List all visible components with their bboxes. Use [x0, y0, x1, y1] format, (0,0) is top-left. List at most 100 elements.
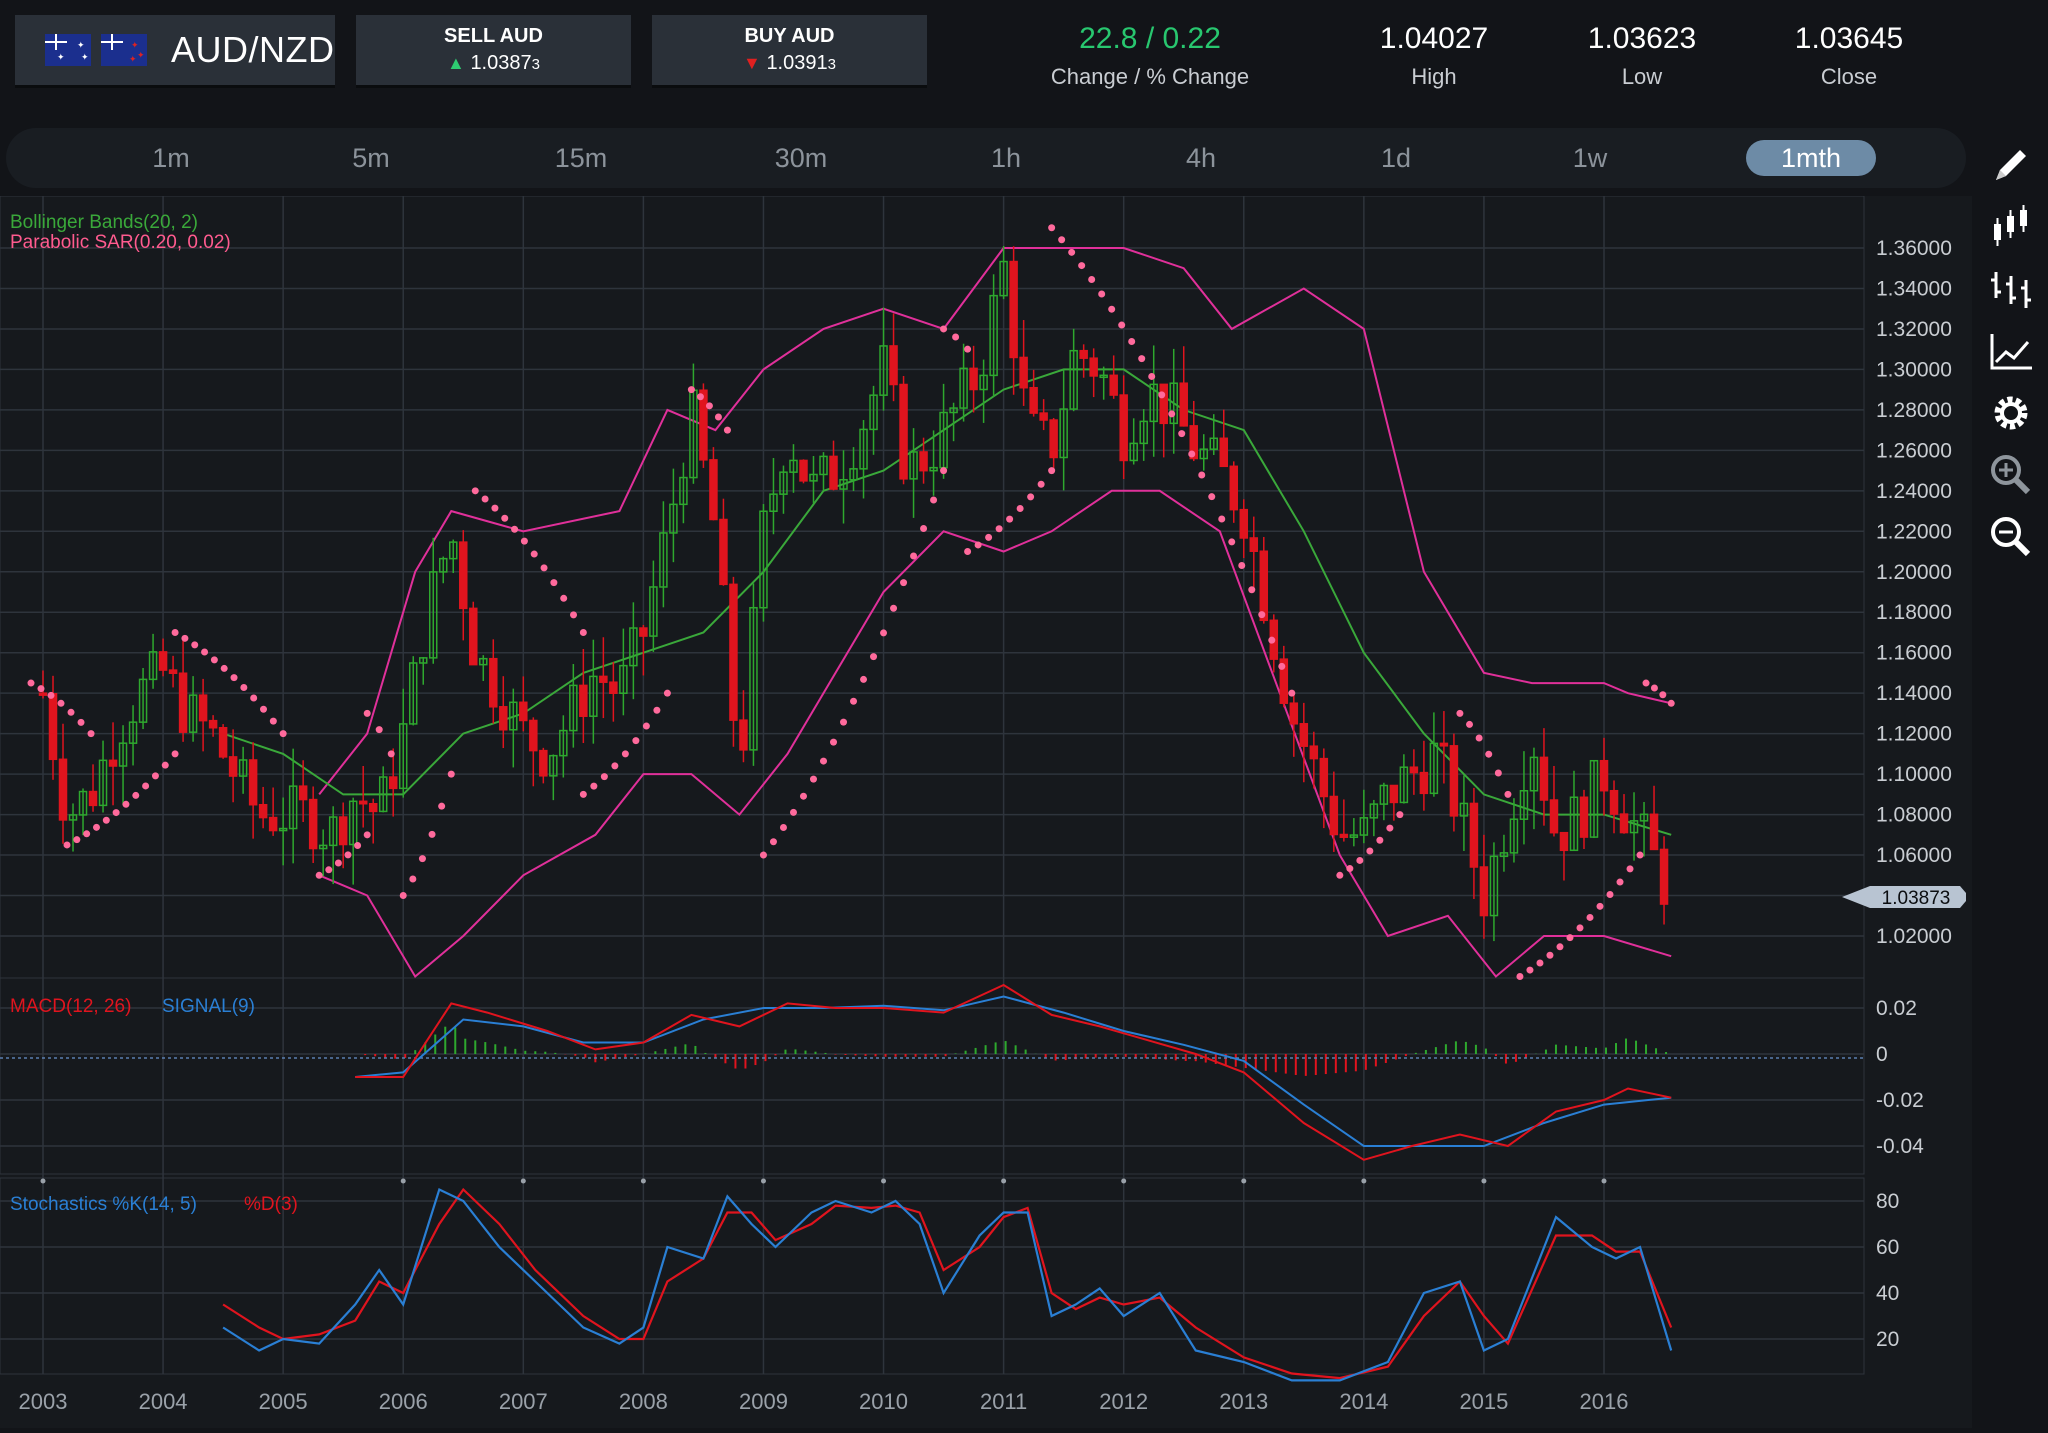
timeframe-4h[interactable]: 4h	[1185, 143, 1217, 173]
sar-dot	[363, 831, 371, 839]
pair-selector[interactable]: ✦ ✦ ✦ ✦ ✦ ✦ AUD/NZD	[15, 15, 335, 88]
candle-body	[1579, 796, 1589, 838]
price-chart-svg[interactable]: 2003 2004 2005 2006 2007 2008 2009 2010 2011 2012…	[0, 195, 1972, 1428]
timeframe-1w[interactable]: 1w	[1572, 143, 1608, 173]
pencil-icon[interactable]	[1986, 140, 2036, 190]
candle-body	[208, 719, 218, 729]
signal-label: SIGNAL(9)	[162, 996, 255, 1017]
candle-body	[1279, 658, 1289, 704]
candle-body	[218, 726, 228, 758]
sar-dot	[1058, 236, 1066, 244]
sar-dot	[1188, 450, 1196, 458]
sell-label: SELL AUD	[444, 25, 543, 47]
timeframe-1d[interactable]: 1d	[1380, 143, 1412, 173]
candle-body	[1069, 349, 1078, 410]
candle-body	[499, 706, 508, 731]
sar-dot	[1494, 769, 1502, 777]
candle-body	[1289, 702, 1299, 725]
timeframe-1h[interactable]: 1h	[990, 143, 1022, 173]
sar-dot	[201, 648, 209, 656]
candle-body	[569, 684, 578, 732]
new-zealand-flag-icon: ✦ ✦ ✦	[101, 34, 147, 66]
sar-dot	[1626, 865, 1634, 873]
zoom-out-icon[interactable]	[1986, 512, 2036, 562]
macd-label: MACD(12, 26)	[10, 996, 131, 1017]
chart-area[interactable]: 2003 2004 2005 2006 2007 2008 2009 2010 2011 2012…	[0, 195, 1972, 1428]
stochastics-k-line	[222, 1187, 1673, 1382]
candle-body	[1249, 537, 1259, 552]
change-label: Change / % Change	[1050, 64, 1250, 89]
x-tick-label: 2012	[1099, 1389, 1148, 1414]
candle-body	[38, 692, 48, 696]
sar-dot	[1048, 467, 1056, 475]
sar-dot	[696, 393, 704, 401]
sar-dot	[850, 697, 858, 705]
candle-body	[719, 518, 728, 586]
candle-body	[979, 374, 988, 391]
sar-dot	[1068, 248, 1076, 256]
timeframe-5m[interactable]: 5m	[352, 143, 390, 173]
candle-body	[559, 729, 568, 757]
panel-divider-dot	[1001, 1178, 1007, 1184]
line-chart-icon[interactable]	[1986, 326, 2036, 376]
candle-body	[168, 669, 178, 674]
candle-body	[68, 814, 78, 821]
sar-dot	[1386, 824, 1394, 832]
sar-dot	[1586, 913, 1594, 921]
bar-chart-icon[interactable]	[1986, 264, 2036, 314]
macd-panel	[0, 977, 1865, 1175]
sar-dot	[1636, 851, 1644, 859]
candle-body	[1409, 766, 1419, 774]
sell-button[interactable]: SELL AUD ▲ 1.03873	[356, 15, 631, 88]
close-stat: 1.03645 Close	[1779, 22, 1919, 90]
candle-body	[629, 627, 638, 667]
panel-divider-dot	[1121, 1178, 1127, 1184]
sar-dot	[83, 830, 91, 838]
price-panel	[0, 195, 1865, 979]
sar-dot	[37, 685, 45, 693]
stochastics-y-tick-label: 80	[1876, 1190, 1899, 1213]
timeframe-1mth[interactable]: 1mth	[1746, 140, 1876, 176]
candle-body	[1199, 448, 1208, 460]
candle-body	[479, 657, 488, 666]
sar-dot	[399, 892, 407, 900]
timeframe-15m[interactable]: 15m	[554, 143, 608, 173]
buy-button[interactable]: BUY AUD ▼ 1.03913	[652, 15, 927, 88]
candle-body	[238, 759, 248, 777]
gear-icon[interactable]	[1986, 388, 2036, 438]
candle-body	[899, 383, 908, 480]
candle-body	[969, 367, 978, 391]
sar-dot	[1128, 338, 1136, 346]
candle-body	[378, 776, 388, 813]
timeframe-30m[interactable]: 30m	[774, 143, 828, 173]
sar-dot	[1526, 966, 1534, 974]
timeframe-1m[interactable]: 1m	[152, 143, 190, 173]
candle-body	[1159, 383, 1168, 425]
sar-dot	[723, 426, 731, 434]
sar-dot	[428, 830, 436, 838]
sar-dot	[1566, 934, 1574, 942]
candle-body	[619, 664, 628, 694]
sar-dot	[1485, 750, 1493, 758]
sar-dot	[940, 325, 948, 333]
sar-dot	[985, 533, 993, 541]
sar-dot	[1356, 856, 1364, 864]
sar-dot	[325, 866, 333, 874]
sar-dot	[73, 836, 81, 844]
sar-dot	[1456, 709, 1464, 717]
zoom-in-icon[interactable]	[1986, 450, 2036, 500]
sar-dot	[910, 552, 918, 560]
sar-dot	[840, 718, 848, 726]
sar-dot	[1516, 972, 1524, 980]
candlestick-icon[interactable]	[1986, 202, 2036, 252]
stochastics-d-label: %D(3)	[244, 1194, 298, 1215]
candle-body	[759, 510, 768, 609]
sar-dot	[995, 525, 1003, 533]
price-y-tick-label: 1.18000	[1876, 601, 1952, 624]
x-tick-label: 2011	[980, 1389, 1027, 1414]
sar-dot	[122, 800, 130, 808]
candle-body	[158, 651, 168, 671]
price-y-tick-label: 1.08000	[1876, 804, 1952, 827]
candle-body	[318, 844, 328, 850]
sar-dot	[1376, 836, 1384, 844]
